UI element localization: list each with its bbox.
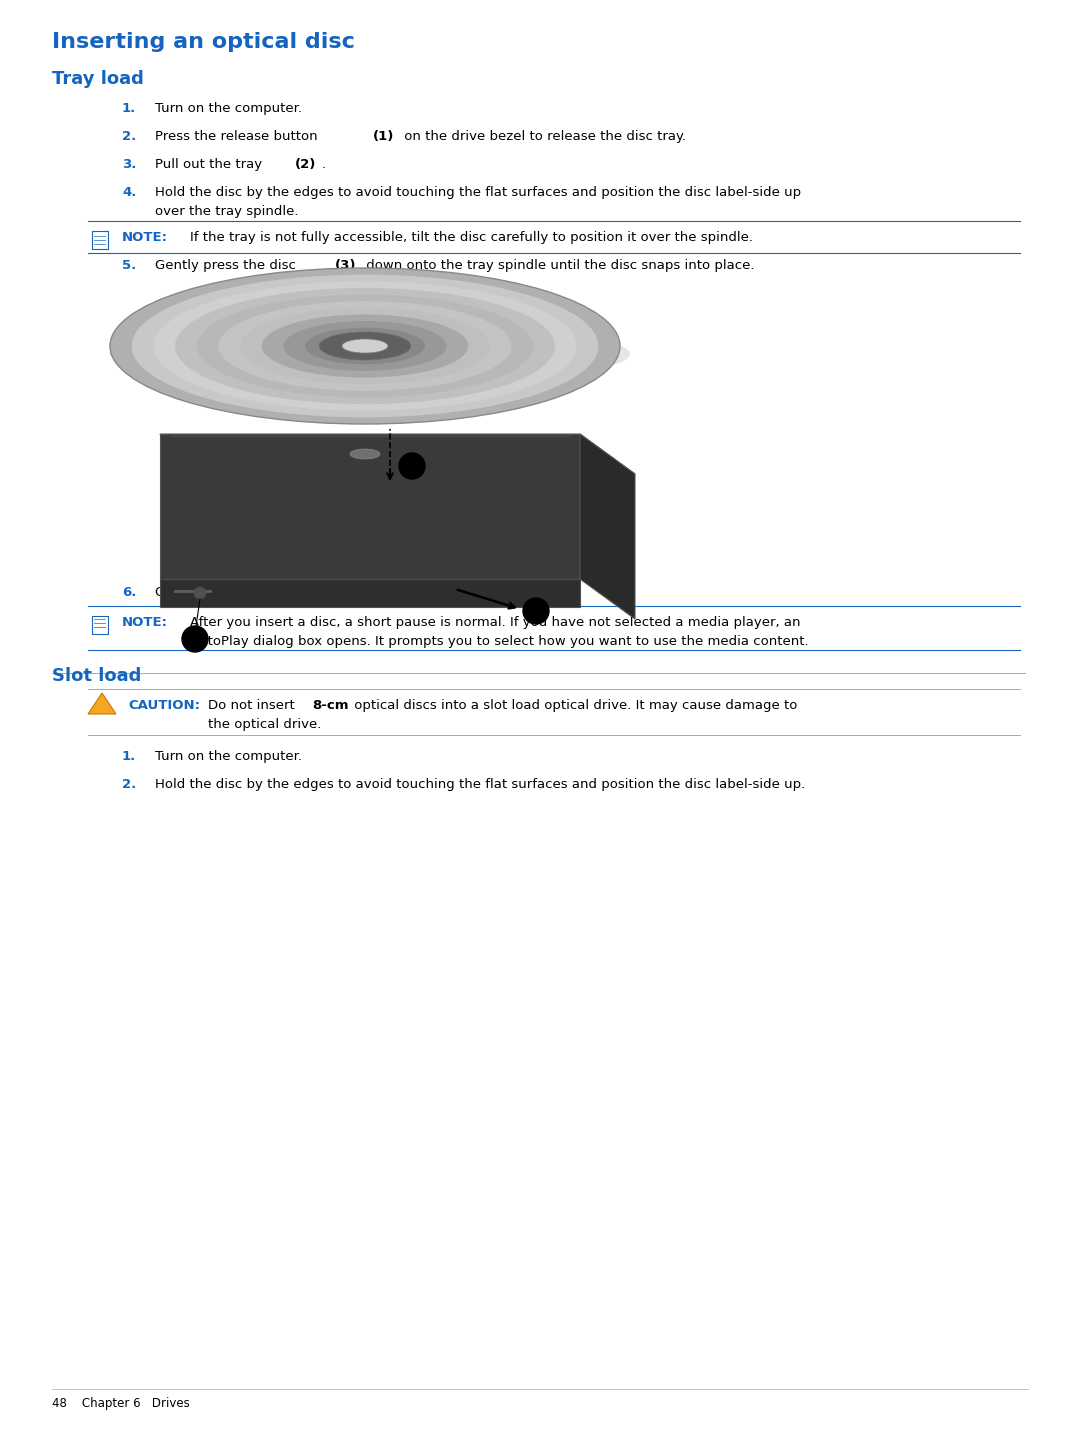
- Ellipse shape: [110, 323, 630, 385]
- Polygon shape: [160, 579, 580, 606]
- Ellipse shape: [261, 315, 469, 378]
- Text: Slot load: Slot load: [52, 667, 141, 685]
- Text: Do not insert: Do not insert: [208, 698, 299, 711]
- Text: Press the release button: Press the release button: [156, 129, 322, 144]
- Ellipse shape: [342, 339, 388, 354]
- Circle shape: [194, 586, 206, 599]
- Text: Turn on the computer.: Turn on the computer.: [156, 750, 302, 763]
- Text: !: !: [99, 703, 105, 713]
- Ellipse shape: [327, 335, 403, 358]
- Text: 3: 3: [408, 460, 416, 470]
- Circle shape: [399, 453, 426, 479]
- Circle shape: [523, 598, 549, 624]
- Ellipse shape: [240, 308, 490, 384]
- Text: After you insert a disc, a short pause is normal. If you have not selected a med: After you insert a disc, a short pause i…: [190, 616, 800, 629]
- Text: If the tray is not fully accessible, tilt the disc carefully to position it over: If the tray is not fully accessible, til…: [190, 231, 753, 244]
- Ellipse shape: [110, 267, 620, 424]
- Text: Hold the disc by the edges to avoid touching the flat surfaces and position the : Hold the disc by the edges to avoid touc…: [156, 185, 801, 198]
- Text: (2): (2): [295, 158, 316, 171]
- Text: down onto the tray spindle until the disc snaps into place.: down onto the tray spindle until the dis…: [362, 259, 755, 272]
- Ellipse shape: [153, 282, 577, 411]
- Text: Pull out the tray: Pull out the tray: [156, 158, 267, 171]
- Text: Inserting an optical disc: Inserting an optical disc: [52, 32, 355, 52]
- Ellipse shape: [319, 332, 410, 361]
- Text: 2.: 2.: [122, 129, 136, 144]
- Text: 3.: 3.: [122, 158, 136, 171]
- Ellipse shape: [350, 448, 380, 458]
- Text: 2: 2: [532, 605, 539, 615]
- Polygon shape: [160, 434, 635, 474]
- Ellipse shape: [132, 274, 598, 417]
- Text: the optical drive.: the optical drive.: [208, 718, 322, 731]
- Text: 6.: 6.: [122, 586, 136, 599]
- Text: NOTE:: NOTE:: [122, 616, 168, 629]
- Ellipse shape: [305, 328, 424, 365]
- Text: Close the disc tray.: Close the disc tray.: [156, 586, 282, 599]
- Text: 2.: 2.: [122, 777, 136, 790]
- Text: Turn on the computer.: Turn on the computer.: [156, 102, 302, 115]
- Text: optical discs into a slot load optical drive. It may cause damage to: optical discs into a slot load optical d…: [350, 698, 797, 711]
- Text: CAUTION:: CAUTION:: [129, 698, 200, 711]
- Text: 5.: 5.: [122, 259, 136, 272]
- Circle shape: [183, 627, 208, 652]
- Text: Gently press the disc: Gently press the disc: [156, 259, 300, 272]
- Text: over the tray spindle.: over the tray spindle.: [156, 205, 298, 218]
- Text: AutoPlay dialog box opens. It prompts you to select how you want to use the medi: AutoPlay dialog box opens. It prompts yo…: [190, 635, 809, 648]
- Text: 1: 1: [191, 632, 199, 642]
- Text: 8-cm: 8-cm: [312, 698, 349, 711]
- Polygon shape: [580, 434, 635, 619]
- Text: NOTE:: NOTE:: [122, 231, 168, 244]
- Text: 48    Chapter 6   Drives: 48 Chapter 6 Drives: [52, 1397, 190, 1410]
- Text: 1.: 1.: [122, 102, 136, 115]
- Polygon shape: [87, 693, 116, 714]
- Text: .: .: [322, 158, 326, 171]
- Ellipse shape: [218, 302, 512, 391]
- Text: 4.: 4.: [122, 185, 136, 198]
- Ellipse shape: [283, 320, 447, 371]
- Polygon shape: [160, 434, 580, 579]
- Text: Tray load: Tray load: [52, 70, 144, 88]
- Text: on the drive bezel to release the disc tray.: on the drive bezel to release the disc t…: [400, 129, 686, 144]
- Text: Hold the disc by the edges to avoid touching the flat surfaces and position the : Hold the disc by the edges to avoid touc…: [156, 777, 806, 790]
- Text: (1): (1): [373, 129, 394, 144]
- Text: (3): (3): [335, 259, 356, 272]
- Ellipse shape: [197, 295, 534, 398]
- Ellipse shape: [175, 287, 555, 404]
- Text: 1.: 1.: [122, 750, 136, 763]
